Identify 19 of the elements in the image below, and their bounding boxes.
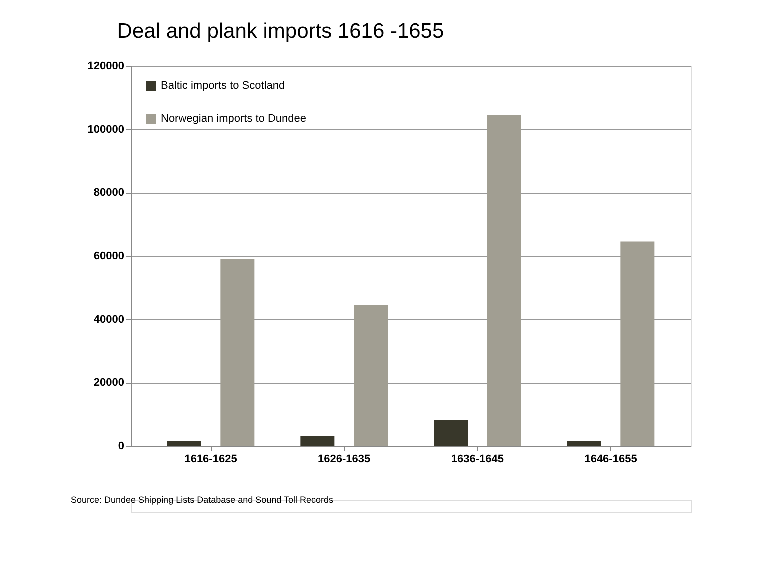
bar xyxy=(300,436,335,446)
x-tick-label: 1636-1645 xyxy=(451,454,504,466)
y-tick-label: 20000 xyxy=(94,377,124,390)
y-tick-label: 0 xyxy=(118,440,124,452)
legend-label: Norwegian imports to Dundee xyxy=(161,113,307,125)
bar xyxy=(434,420,468,446)
y-tick-label: 80000 xyxy=(94,187,124,200)
x-tick-label: 1646-1655 xyxy=(584,454,638,466)
y-tick-label: 60000 xyxy=(94,250,124,262)
x-tick-label: 1626-1635 xyxy=(318,454,371,466)
bar xyxy=(167,441,202,446)
bar xyxy=(567,441,602,446)
y-tick-label: 120000 xyxy=(88,60,124,72)
y-tick-label: 100000 xyxy=(88,124,124,136)
chart-title: Deal and plank imports 1616 -1655 xyxy=(117,20,444,43)
legend-label: Baltic imports to Scotland xyxy=(161,80,286,92)
x-tick-label: 1616-1625 xyxy=(184,454,238,466)
source-note: Source: Dundee Shipping Lists Database and Sound Toll Records xyxy=(71,495,334,505)
y-tick-label: 40000 xyxy=(94,314,124,326)
